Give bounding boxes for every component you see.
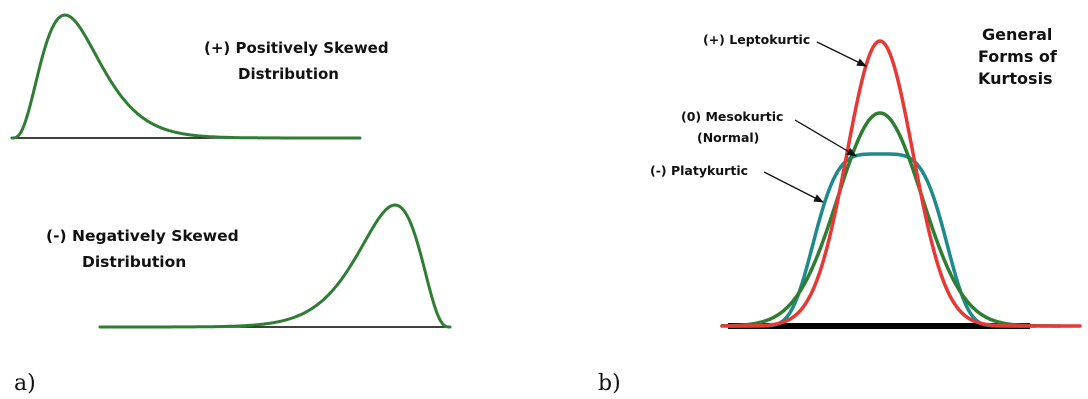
negative-skew-label-line1: (-) Negatively Skewed bbox=[46, 227, 239, 245]
positive-skew-curve bbox=[10, 13, 362, 140]
leptokurtic-curve bbox=[720, 39, 1082, 328]
positive-skew-label-line2: Distribution bbox=[238, 65, 339, 83]
negative-skew-label-line2: Distribution bbox=[82, 253, 186, 271]
platykurtic-label: (-) Platykurtic bbox=[650, 163, 748, 178]
negative-skew-curve bbox=[98, 203, 452, 329]
positive-skew-label-line1: (+) Positively Skewed bbox=[204, 39, 389, 57]
platykurtic-arrow bbox=[763, 171, 824, 203]
leptokurtic-label: (+) Leptokurtic bbox=[703, 32, 810, 47]
panel-a: (+) Positively Skewed Distribution (-) N… bbox=[10, 13, 452, 396]
leptokurtic-arrow bbox=[816, 41, 867, 67]
panel-b: General Forms of Kurtosis (+) Leptokurti… bbox=[598, 25, 1082, 396]
kurtosis-title-line1: General bbox=[982, 25, 1052, 44]
kurtosis-title-line2: Forms of bbox=[978, 47, 1058, 66]
mesokurtic-label: (0) Mesokurtic bbox=[681, 109, 783, 124]
mesokurtic-arrow bbox=[794, 119, 857, 157]
panel-b-letter: b) bbox=[598, 371, 621, 396]
mesokurtic-normal-label: (Normal) bbox=[697, 130, 759, 145]
panel-a-letter: a) bbox=[14, 371, 36, 396]
mesokurtic-curve bbox=[720, 111, 1062, 328]
kurtosis-title-line3: Kurtosis bbox=[978, 69, 1053, 88]
platykurtic-curve bbox=[728, 152, 1037, 328]
